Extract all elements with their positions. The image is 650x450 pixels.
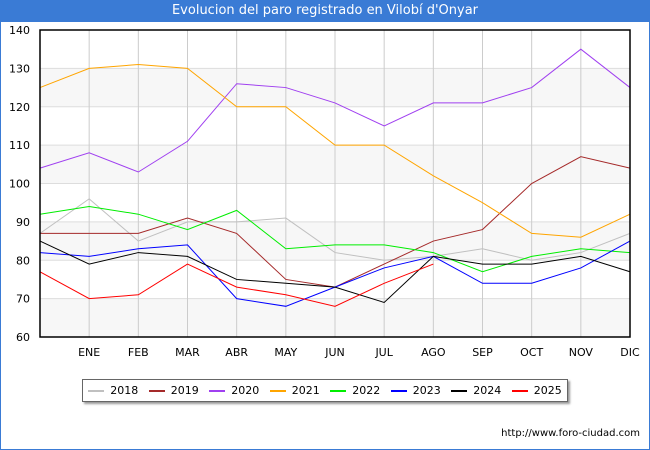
y-tick-label: 90 xyxy=(16,216,30,229)
series-line-2025 xyxy=(39,263,434,307)
series-line-2021 xyxy=(39,64,631,238)
legend-label: 2021 xyxy=(291,384,320,397)
legend-label: 2025 xyxy=(533,384,562,397)
y-tick-label: 140 xyxy=(9,24,30,37)
legend-label: 2022 xyxy=(352,384,381,397)
legend-label: 2023 xyxy=(412,384,441,397)
plot-border xyxy=(39,29,631,338)
source-url: http://www.foro-ciudad.com xyxy=(501,428,640,439)
x-tick-label: JUN xyxy=(324,346,345,359)
legend-item-2023: 2023 xyxy=(390,384,441,397)
y-tick-label: 60 xyxy=(16,331,30,344)
legend: 2018 2019 2020 2021 2022 2023 2024 2025 xyxy=(82,379,568,402)
x-tick-label: ENE xyxy=(78,346,100,359)
legend-item-2024: 2024 xyxy=(451,384,501,397)
x-tick-label: DIC xyxy=(620,346,640,359)
series-line-2020 xyxy=(39,48,631,173)
legend-swatch xyxy=(88,389,105,392)
legend-label: 2020 xyxy=(231,384,260,397)
legend-label: 2019 xyxy=(170,384,199,397)
y-tick-label: 120 xyxy=(9,101,30,114)
y-tick-label: 110 xyxy=(9,139,30,152)
legend-swatch xyxy=(451,389,468,392)
series-line-2024 xyxy=(39,240,631,304)
legend-item-2021: 2021 xyxy=(269,384,320,397)
legend-swatch xyxy=(390,389,407,392)
x-tick-label: AGO xyxy=(421,346,446,359)
y-tick-label: 80 xyxy=(16,254,30,267)
legend-label: 2024 xyxy=(473,384,502,397)
series-line-2022 xyxy=(39,206,631,273)
x-tick-label: NOV xyxy=(569,346,594,359)
x-tick-label: MAY xyxy=(274,346,297,359)
legend-swatch xyxy=(209,389,226,392)
legend-swatch xyxy=(269,389,286,392)
legend-label: 2018 xyxy=(110,384,139,397)
x-tick-label: MAR xyxy=(175,346,200,359)
x-tick-label: OCT xyxy=(520,346,543,359)
y-tick-label: 130 xyxy=(9,62,30,75)
x-tick-label: ABR xyxy=(225,346,248,359)
legend-item-2018: 2018 xyxy=(88,384,138,397)
legend-item-2025: 2025 xyxy=(511,384,562,397)
legend-swatch xyxy=(330,389,347,392)
legend-item-2019: 2019 xyxy=(148,384,199,397)
legend-item-2020: 2020 xyxy=(209,384,259,397)
chart-title: Evolucion del paro registrado en Vilobí … xyxy=(0,0,650,22)
series-line-2018 xyxy=(39,198,631,261)
legend-swatch xyxy=(511,389,528,392)
x-tick-label: SEP xyxy=(472,346,493,359)
y-tick-label: 100 xyxy=(9,178,30,191)
y-tick-label: 70 xyxy=(16,293,30,306)
legend-swatch xyxy=(148,389,165,392)
x-tick-label: FEB xyxy=(128,346,149,359)
legend-item-2022: 2022 xyxy=(330,384,380,397)
x-tick-label: JUL xyxy=(374,346,393,359)
